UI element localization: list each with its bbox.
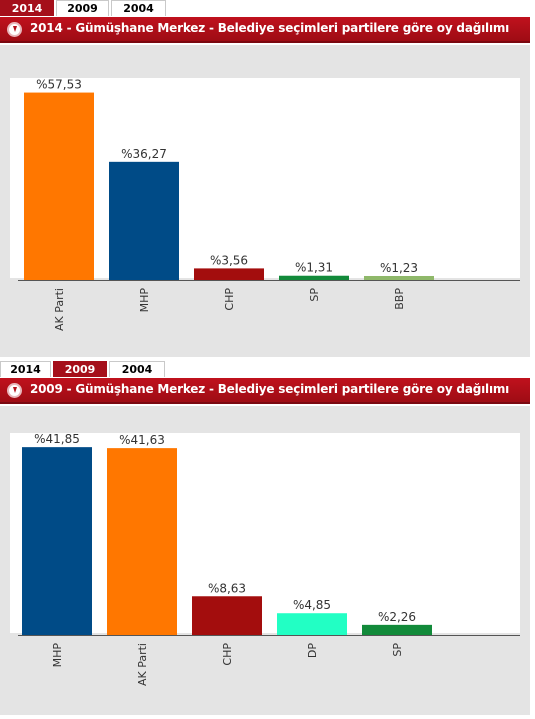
chart-area: %41,85 MHP %41,63 AK Parti %8,63 CHP %4,85 DP %2… <box>0 406 530 715</box>
tab-2004[interactable]: 2004 <box>111 0 166 16</box>
plot-background <box>10 78 520 278</box>
category-label: CHP <box>223 288 236 311</box>
data-label: %1,31 <box>295 261 333 275</box>
data-label: %57,53 <box>36 78 82 92</box>
chart-title: 2014 - Gümüşhane Merkez - Belediye seçim… <box>30 21 510 35</box>
bar-sp[interactable] <box>362 624 432 635</box>
category-label: AK Parti <box>53 288 66 331</box>
panel-2014: 2014 2009 2004 2014 - Gümüşhane Merkez -… <box>0 0 535 357</box>
category-label: CHP <box>221 643 234 666</box>
chart-area: %57,53 AK Parti %36,27 MHP %3,56 CHP %1,31 SP %1… <box>0 45 530 357</box>
tab-2014[interactable]: 2014 <box>0 361 51 377</box>
tab-2009[interactable]: 2009 <box>56 0 109 16</box>
bar-chp[interactable] <box>192 596 262 635</box>
data-label: %41,63 <box>119 433 165 447</box>
category-label: MHP <box>138 288 151 313</box>
category-label: SP <box>391 643 404 657</box>
download-arrow-icon[interactable] <box>7 22 22 37</box>
chart-header: 2009 - Gümüşhane Merkez - Belediye seçim… <box>0 378 530 404</box>
data-label: %4,85 <box>293 598 331 612</box>
category-label: DP <box>306 643 319 658</box>
tab-2009[interactable]: 2009 <box>53 361 107 377</box>
data-label: %8,63 <box>208 581 246 595</box>
year-tabs: 2014 2009 2004 <box>0 0 535 16</box>
chart-header: 2014 - Gümüşhane Merkez - Belediye seçim… <box>0 17 530 43</box>
year-tabs: 2014 2009 2004 <box>0 361 535 377</box>
bar-chart-2009: %41,85 MHP %41,63 AK Parti %8,63 CHP %4,85 DP %2… <box>10 432 520 686</box>
data-label: %1,23 <box>380 261 418 275</box>
bar-mhp[interactable] <box>22 447 92 635</box>
download-arrow-icon[interactable] <box>7 383 22 398</box>
bar-sp[interactable] <box>279 275 349 280</box>
chart-title: 2009 - Gümüşhane Merkez - Belediye seçim… <box>30 382 510 396</box>
bar-mhp[interactable] <box>109 161 179 280</box>
bar-dp[interactable] <box>277 613 347 635</box>
category-label: BBP <box>393 288 406 310</box>
tab-2004[interactable]: 2004 <box>109 361 165 377</box>
data-label: %36,27 <box>121 147 167 161</box>
bar-chart-2014: %57,53 AK Parti %36,27 MHP %3,56 CHP %1,31 SP %1… <box>10 78 520 331</box>
category-label: SP <box>308 288 321 302</box>
panel-2009: 2014 2009 2004 2009 - Gümüşhane Merkez -… <box>0 361 535 715</box>
bar-chp[interactable] <box>194 268 264 280</box>
bar-ak-parti[interactable] <box>24 92 94 280</box>
bar-ak-parti[interactable] <box>107 448 177 635</box>
category-label: AK Parti <box>136 643 149 686</box>
tab-2014[interactable]: 2014 <box>0 0 54 16</box>
data-label: %2,26 <box>378 610 416 624</box>
data-label: %3,56 <box>210 253 248 267</box>
data-label: %41,85 <box>34 432 80 446</box>
plot-background <box>10 433 520 633</box>
category-label: MHP <box>51 643 64 668</box>
bar-bbp[interactable] <box>364 275 434 280</box>
